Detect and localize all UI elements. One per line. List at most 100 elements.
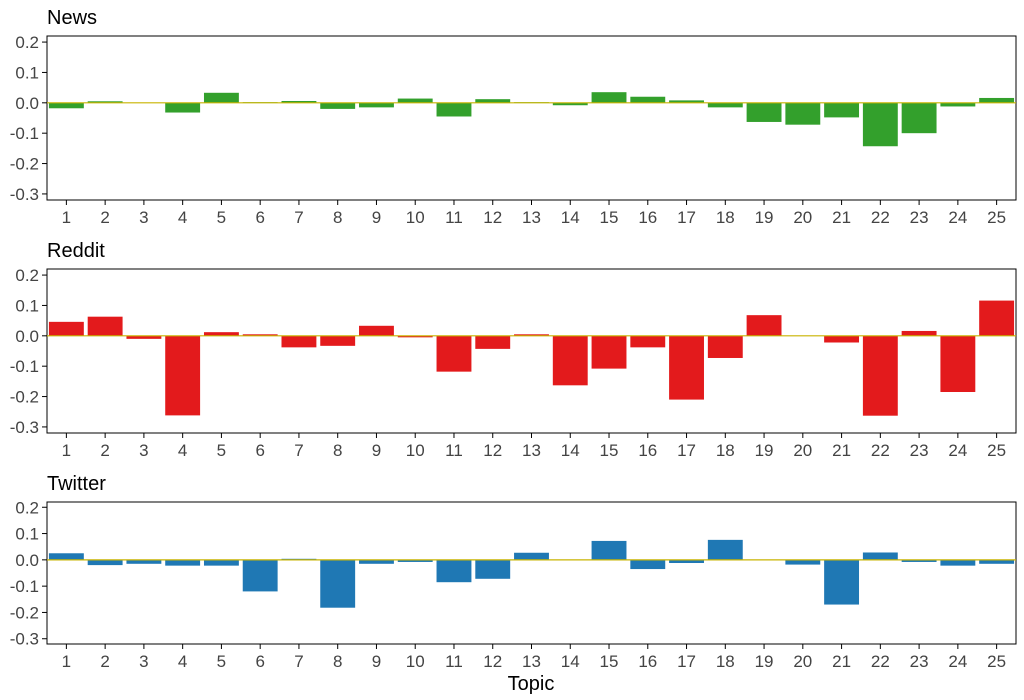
x-tick-label-news: 3 xyxy=(139,208,148,227)
x-tick-label-news: 7 xyxy=(294,208,303,227)
x-tick-label-twitter: 17 xyxy=(677,652,696,671)
y-tick-label-news: 0.0 xyxy=(15,94,39,113)
y-tick-label-twitter: -0.3 xyxy=(10,630,39,649)
x-tick-label-news: 1 xyxy=(62,208,71,227)
bar-twitter xyxy=(669,559,704,564)
x-tick-label-reddit: 9 xyxy=(372,441,381,460)
y-tick-label-news: -0.2 xyxy=(10,155,39,174)
panel-reddit: Reddit -0.3-0.2-0.10.00.10.21 2 3 4 5 6 7 8 9 10 1… xyxy=(10,240,1017,460)
bar-news xyxy=(359,102,394,108)
bar-reddit xyxy=(824,335,860,343)
bar-twitter xyxy=(862,552,898,560)
bar-reddit xyxy=(87,316,123,336)
bar-news xyxy=(785,102,821,125)
bar-twitter xyxy=(940,559,976,566)
bar-twitter xyxy=(785,559,821,565)
y-tick-label-twitter: 0.1 xyxy=(15,525,39,544)
x-tick-label-twitter: 16 xyxy=(638,652,657,671)
x-tick-label-reddit: 20 xyxy=(793,441,812,460)
x-tick-label-news: 23 xyxy=(910,208,929,227)
bar-reddit xyxy=(940,335,976,392)
x-tick-label-news: 25 xyxy=(987,208,1006,227)
x-tick-label-reddit: 5 xyxy=(217,441,226,460)
x-tick-label-twitter: 22 xyxy=(871,652,890,671)
bar-twitter xyxy=(87,559,123,566)
x-tick-label-news: 6 xyxy=(255,208,264,227)
bar-reddit xyxy=(281,335,317,348)
x-tick-label-twitter: 10 xyxy=(406,652,425,671)
x-tick-label-reddit: 25 xyxy=(987,441,1006,460)
y-tick-label-twitter: 0.2 xyxy=(15,498,39,517)
bar-reddit xyxy=(862,335,898,416)
bar-news xyxy=(862,102,898,147)
x-tick-label-news: 24 xyxy=(948,208,967,227)
bar-twitter xyxy=(475,559,511,579)
bar-twitter xyxy=(514,552,549,560)
bar-twitter xyxy=(824,559,860,605)
x-tick-label-reddit: 19 xyxy=(755,441,774,460)
x-tick-label-news: 11 xyxy=(445,208,463,227)
x-tick-label-reddit: 24 xyxy=(948,441,967,460)
bar-twitter xyxy=(126,559,162,564)
bar-twitter xyxy=(48,553,84,560)
bar-reddit xyxy=(591,335,627,369)
y-tick-label-reddit: 0.0 xyxy=(15,327,39,346)
x-tick-label-twitter: 24 xyxy=(948,652,967,671)
x-tick-label-news: 14 xyxy=(561,208,580,227)
y-tick-label-news: -0.3 xyxy=(10,185,39,204)
bar-reddit xyxy=(165,335,201,416)
x-tick-label-reddit: 18 xyxy=(716,441,735,460)
bar-reddit xyxy=(320,335,356,346)
bar-news xyxy=(165,102,201,113)
x-tick-label-news: 10 xyxy=(406,208,425,227)
bar-news xyxy=(436,102,472,117)
x-tick-label-news: 22 xyxy=(871,208,890,227)
x-tick-label-news: 13 xyxy=(522,208,541,227)
bar-twitter xyxy=(320,559,356,608)
x-tick-label-twitter: 12 xyxy=(483,652,502,671)
bar-twitter xyxy=(203,559,239,566)
bar-news xyxy=(203,92,239,103)
bar-twitter xyxy=(901,559,937,562)
plot-area-reddit: -0.3-0.2-0.10.00.10.21 2 3 4 5 6 7 8 9 10 11 12 13 14… xyxy=(10,266,1016,460)
x-tick-label-news: 18 xyxy=(716,208,735,227)
bar-twitter xyxy=(591,540,627,560)
x-tick-label-news: 15 xyxy=(600,208,619,227)
bar-news xyxy=(475,99,511,103)
bar-news xyxy=(707,102,743,108)
x-tick-label-twitter: 15 xyxy=(600,652,619,671)
bar-news xyxy=(979,97,1015,103)
x-tick-label-twitter: 6 xyxy=(255,652,264,671)
x-tick-label-twitter: 20 xyxy=(793,652,812,671)
bar-twitter xyxy=(979,559,1015,564)
x-tick-label-news: 16 xyxy=(638,208,657,227)
x-tick-label-reddit: 21 xyxy=(832,441,851,460)
bar-news xyxy=(48,102,84,109)
panel-frame-twitter xyxy=(46,501,1017,645)
y-tick-label-reddit: 0.1 xyxy=(15,296,39,315)
x-tick-label-twitter: 1 xyxy=(62,652,71,671)
x-axis-label: Topic xyxy=(508,673,555,695)
y-tick-label-news: 0.1 xyxy=(15,63,39,82)
x-tick-label-news: 5 xyxy=(217,208,226,227)
x-tick-label-reddit: 4 xyxy=(178,441,187,460)
x-tick-label-news: 20 xyxy=(793,208,812,227)
x-tick-label-twitter: 21 xyxy=(832,652,851,671)
x-tick-label-reddit: 12 xyxy=(483,441,502,460)
x-tick-label-twitter: 9 xyxy=(372,652,381,671)
x-tick-label-news: 8 xyxy=(333,208,342,227)
bar-reddit xyxy=(475,335,511,349)
x-tick-label-reddit: 11 xyxy=(445,441,463,460)
x-tick-label-twitter: 7 xyxy=(294,652,303,671)
bar-news xyxy=(281,100,317,103)
bar-news xyxy=(630,96,666,103)
bar-twitter xyxy=(397,559,433,562)
y-tick-label-twitter: 0.0 xyxy=(15,551,39,570)
x-tick-label-twitter: 8 xyxy=(333,652,342,671)
panel-title-twitter: Twitter xyxy=(47,473,106,495)
bar-twitter xyxy=(630,559,666,570)
plot-area-news: -0.3-0.2-0.10.00.10.21 2 3 4 5 6 7 8 9 10 11 12 13 14… xyxy=(10,33,1016,227)
x-tick-label-news: 2 xyxy=(100,208,109,227)
bar-news xyxy=(940,102,976,107)
